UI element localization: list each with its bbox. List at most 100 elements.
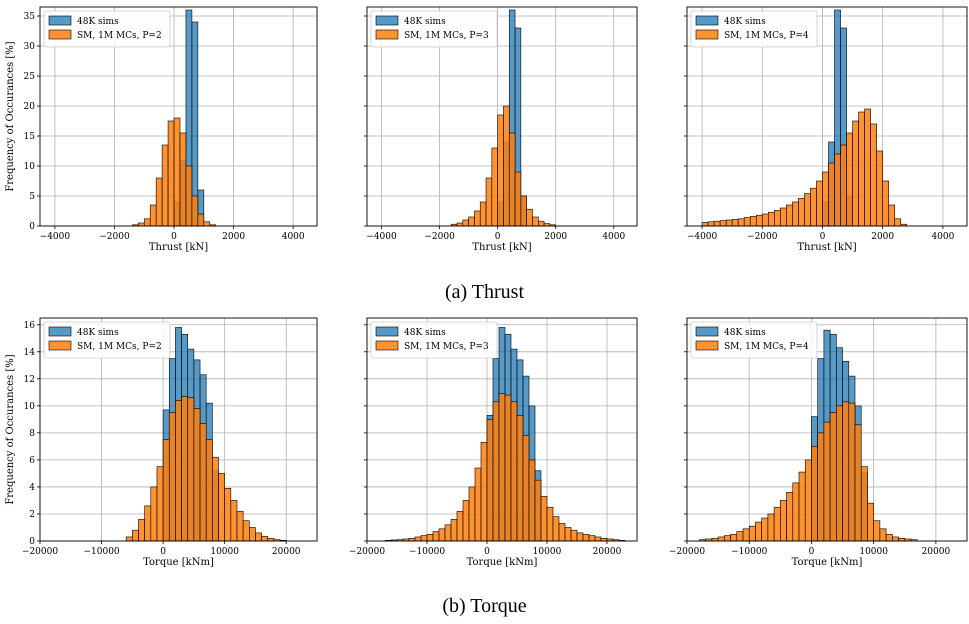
legend-label-sm-mcs: SM, 1M MCs, P=3 bbox=[404, 342, 489, 352]
x-tick-label: −4000 bbox=[687, 232, 718, 242]
legend-swatch-48k-sims bbox=[48, 15, 72, 26]
x-axis-label: Torque [kNm] bbox=[143, 557, 214, 568]
bar-sm-mcs bbox=[175, 400, 182, 542]
bar-sm-mcs bbox=[197, 213, 205, 227]
caption-torque: (b) Torque bbox=[442, 595, 527, 617]
bar-sm-mcs bbox=[852, 120, 859, 227]
legend-label-48k-sims: 48K sims bbox=[724, 328, 766, 338]
legend-label-48k-sims: 48K sims bbox=[724, 17, 766, 27]
bar-sm-mcs bbox=[438, 528, 446, 542]
x-tick-label: −10000 bbox=[83, 547, 119, 557]
x-axis-label: Thrust [kN] bbox=[472, 242, 531, 253]
legend-label-sm-mcs: SM, 1M MCs, P=4 bbox=[724, 31, 809, 41]
x-tick-label: 10000 bbox=[533, 547, 562, 557]
bar-sm-mcs bbox=[588, 535, 596, 542]
bar-sm-mcs bbox=[730, 533, 738, 542]
bar-sm-mcs bbox=[537, 220, 545, 227]
legend-swatch-sm-mcs bbox=[48, 340, 72, 351]
bar-sm-mcs bbox=[504, 394, 512, 542]
y-tick-label: 8 bbox=[29, 429, 35, 439]
legend-label-48k-sims: 48K sims bbox=[77, 328, 119, 338]
x-tick-label: 0 bbox=[160, 547, 166, 557]
legend-label-48k-sims: 48K sims bbox=[404, 328, 446, 338]
bar-sm-mcs bbox=[125, 536, 133, 542]
bar-sm-mcs bbox=[804, 459, 812, 542]
legend-swatch-sm-mcs bbox=[375, 340, 399, 351]
bar-sm-mcs bbox=[414, 536, 422, 542]
x-tick-label: 4000 bbox=[931, 232, 954, 242]
chart-panel-6: −20000 −10000 0 10000 20000 Torque [kNm] 48K s… bbox=[669, 317, 968, 568]
bar-sm-mcs bbox=[532, 216, 539, 227]
axes-frame bbox=[39, 6, 318, 227]
bar-sm-mcs bbox=[888, 204, 896, 227]
bar-sm-mcs bbox=[736, 531, 744, 542]
y-axis-label: Frequency of Occurances [%] bbox=[5, 41, 16, 191]
y-tick-label: 4 bbox=[29, 483, 35, 493]
legend-label-48k-sims: 48K sims bbox=[404, 17, 446, 27]
x-axis-label: Torque [kNm] bbox=[467, 557, 538, 568]
bar-sm-mcs bbox=[822, 171, 829, 227]
y-tick-label: 10 bbox=[24, 162, 36, 172]
legend-swatch-sm-mcs bbox=[695, 340, 719, 351]
bar-sm-mcs bbox=[138, 519, 145, 542]
bar-sm-mcs bbox=[743, 217, 751, 227]
bar-sm-mcs bbox=[191, 195, 199, 227]
bar-sm-mcs bbox=[508, 132, 516, 227]
legend-swatch-48k-sims bbox=[695, 15, 719, 26]
caption-thrust: (a) Thrust bbox=[444, 281, 525, 303]
bar-sm-mcs bbox=[486, 419, 494, 542]
legend-box bbox=[43, 321, 171, 359]
bar-sm-mcs bbox=[742, 528, 750, 542]
x-tick-label: 2000 bbox=[544, 232, 567, 242]
bar-sm-mcs bbox=[804, 193, 811, 227]
bar-sm-mcs bbox=[870, 123, 877, 227]
bar-sm-mcs bbox=[846, 132, 853, 227]
bar-sm-mcs bbox=[426, 533, 434, 542]
bar-sm-mcs bbox=[162, 439, 170, 542]
bar-sm-mcs bbox=[582, 533, 590, 542]
bar-sm-mcs bbox=[767, 211, 775, 227]
legend-box bbox=[370, 10, 498, 48]
bar-sm-mcs bbox=[701, 222, 709, 227]
bar-sm-mcs bbox=[516, 415, 524, 542]
bar-sm-mcs bbox=[892, 536, 899, 542]
bar-sm-mcs bbox=[725, 219, 733, 227]
bar-sm-mcs bbox=[218, 473, 225, 542]
legend-swatch-48k-sims bbox=[375, 326, 399, 337]
x-tick-label: 4000 bbox=[602, 232, 625, 242]
bar-sm-mcs bbox=[737, 218, 745, 227]
bar-sm-mcs bbox=[731, 219, 739, 227]
bar-sm-mcs bbox=[816, 180, 823, 227]
bar-sm-mcs bbox=[522, 435, 530, 542]
y-tick-label: 30 bbox=[24, 42, 36, 52]
legend-swatch-48k-sims bbox=[48, 326, 72, 337]
x-axis-label: Thrust [kN] bbox=[149, 242, 208, 253]
x-tick-label: 2000 bbox=[871, 232, 894, 242]
bar-sm-mcs bbox=[876, 150, 883, 227]
bar-sm-mcs bbox=[749, 216, 757, 227]
legend-swatch-48k-sims bbox=[375, 15, 399, 26]
x-tick-label: 0 bbox=[495, 232, 501, 242]
bar-sm-mcs bbox=[514, 171, 522, 227]
x-tick-label: 0 bbox=[171, 232, 177, 242]
bar-sm-mcs bbox=[444, 524, 452, 542]
bar-sm-mcs bbox=[181, 396, 189, 542]
y-tick-label: 25 bbox=[24, 72, 36, 82]
bar-sm-mcs bbox=[798, 471, 806, 542]
x-tick-label: −20000 bbox=[669, 547, 705, 557]
y-tick-label: 12 bbox=[24, 375, 35, 385]
bar-sm-mcs bbox=[792, 482, 800, 542]
x-axis-label: Thrust [kN] bbox=[797, 242, 856, 253]
bar-sm-mcs bbox=[867, 502, 874, 542]
legend-box bbox=[370, 321, 498, 359]
bar-sm-mcs bbox=[510, 401, 518, 542]
legend-swatch-sm-mcs bbox=[695, 29, 719, 40]
bar-sm-mcs bbox=[798, 198, 805, 227]
bar-sm-mcs bbox=[879, 528, 887, 542]
bar-sm-mcs bbox=[823, 421, 831, 542]
bar-sm-mcs bbox=[792, 201, 799, 227]
bar-sm-mcs bbox=[498, 393, 506, 542]
y-tick-label: 6 bbox=[29, 456, 35, 466]
bar-sm-mcs bbox=[497, 114, 504, 227]
